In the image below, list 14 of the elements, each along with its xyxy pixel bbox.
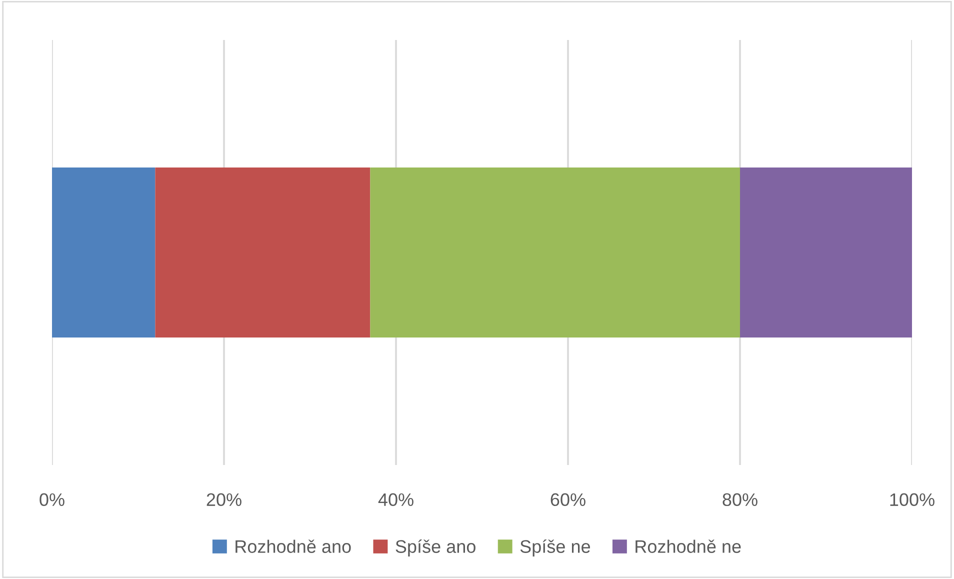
x-tick-label: 0% [40, 493, 64, 506]
legend-label: Spíše ne [520, 539, 590, 557]
x-tick-label: 80% [722, 493, 758, 506]
legend-label: Rozhodně ne [636, 540, 741, 553]
x-tick-label: 20% [206, 493, 242, 506]
x-tick-label: 60% [550, 493, 586, 506]
bar [370, 168, 740, 338]
bar [52, 168, 156, 338]
legend-label: Spíše ano [396, 539, 476, 557]
bar [740, 168, 912, 338]
legend-label: Rozhodně ano [236, 540, 351, 553]
x-tick-label: 100% [890, 493, 934, 506]
bar [155, 168, 370, 338]
x-tick-label: 40% [378, 493, 414, 506]
